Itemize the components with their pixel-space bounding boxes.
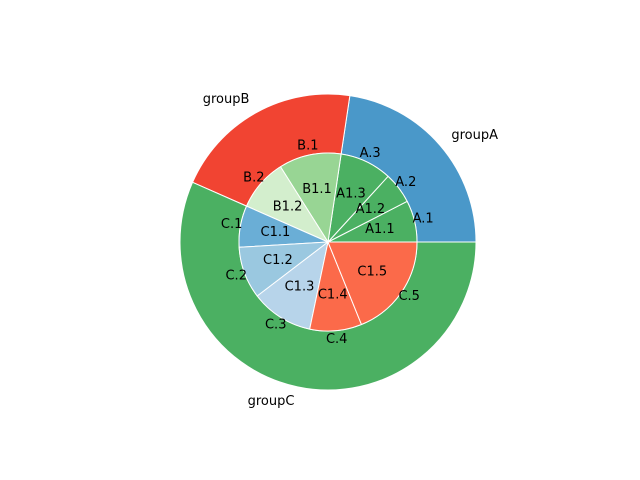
inner-sublabel-B1.2: B1.2 (273, 200, 303, 215)
inner-label-C.5: C.5 (398, 289, 419, 304)
inner-label-A.3: A.3 (360, 146, 381, 161)
inner-sublabel-B1.1: B1.1 (302, 182, 332, 197)
inner-label-B.1: B.1 (297, 139, 318, 154)
inner-sublabel-A1.1: A1.1 (365, 222, 395, 237)
inner-wedge-9 (327, 241, 418, 325)
inner-sublabel-A1.3: A1.3 (336, 186, 366, 201)
inner-label-C.2: C.2 (225, 269, 246, 284)
inner-label-C.3: C.3 (265, 317, 286, 332)
inner-sublabel-C1.5: C1.5 (357, 264, 387, 279)
inner-sublabel-C1.2: C1.2 (263, 253, 293, 268)
inner-label-A.1: A.1 (413, 212, 434, 227)
inner-sublabel-C1.4: C1.4 (318, 288, 348, 303)
inner-label-C.1: C.1 (221, 217, 242, 232)
inner-label-C.4: C.4 (326, 332, 347, 347)
inner-label-B.2: B.2 (243, 171, 264, 186)
labels: groupA groupB groupC A.1 A.2 A.3 B.1 B.2 C.1 C.2 C… (203, 92, 498, 409)
outer-label-groupB: groupB (203, 92, 250, 107)
inner-sublabel-C1.1: C1.1 (261, 225, 291, 240)
inner-label-A.2: A.2 (395, 175, 416, 190)
outer-label-groupA: groupA (451, 128, 498, 143)
inner-sublabel-C1.3: C1.3 (285, 280, 315, 295)
inner-sublabel-A1.2: A1.2 (356, 202, 386, 217)
inner-ring (238, 152, 418, 332)
outer-label-groupC: groupC (248, 394, 295, 409)
